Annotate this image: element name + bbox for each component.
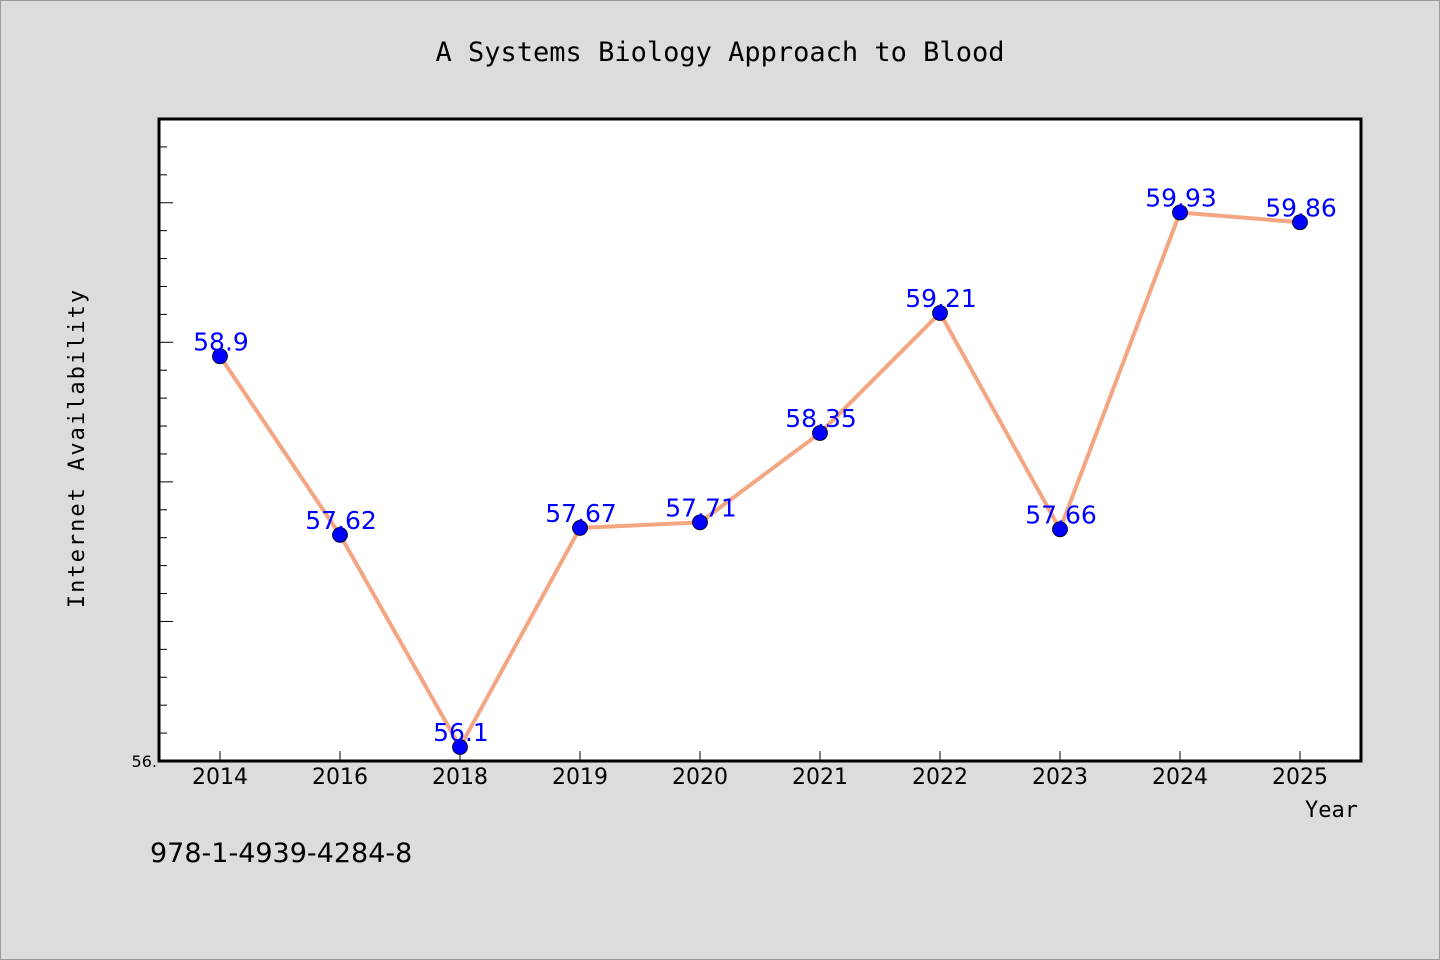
data-label: 58.35 <box>785 404 857 433</box>
data-label: 57.66 <box>1025 500 1097 529</box>
x-tick-label: 2019 <box>552 765 608 790</box>
x-axis-label: Year <box>1305 798 1358 823</box>
x-axis-ticks: 2014 2016 2018 2019 2020 2021 2022 2023 2024 2025 <box>192 751 1328 790</box>
y-tick-label: 56. <box>132 752 157 771</box>
x-tick-label: 2022 <box>912 765 968 790</box>
data-point <box>212 348 228 365</box>
y-axis-ticks: 56. <box>132 118 173 771</box>
data-point <box>332 527 348 543</box>
data-point <box>812 425 828 441</box>
x-tick-label: 2020 <box>672 765 728 790</box>
series-line-group <box>218 210 1301 750</box>
data-point <box>1292 214 1308 231</box>
data-point <box>1052 521 1068 538</box>
data-point <box>452 739 468 755</box>
series-line <box>218 210 1301 750</box>
x-tick-label: 2016 <box>312 765 368 790</box>
data-label: 59.86 <box>1265 193 1337 222</box>
x-tick-label: 2018 <box>432 765 488 790</box>
data-point <box>572 520 588 536</box>
data-point <box>1172 204 1188 221</box>
data-label: 57.67 <box>545 499 617 528</box>
series-points-group <box>212 204 1308 755</box>
data-label: 56.1 <box>433 718 489 747</box>
x-tick-label: 2021 <box>792 765 848 790</box>
x-tick-label: 2025 <box>1272 765 1328 790</box>
y-axis-label: Internet Availability <box>65 288 90 608</box>
data-label: 58.9 <box>193 327 249 356</box>
data-point <box>692 514 708 531</box>
x-tick-label: 2014 <box>192 765 248 790</box>
x-tick-label: 2024 <box>1152 765 1208 790</box>
data-label: 57.71 <box>665 493 737 522</box>
data-labels-group: 58.9 57.62 56.1 57.67 57.71 58.35 59.21 57.66 59… <box>193 184 1337 748</box>
chart-title: A Systems Biology Approach to Blood <box>436 37 1005 68</box>
plot-area <box>157 117 1363 763</box>
data-label: 57.62 <box>305 506 377 535</box>
data-label: 59.93 <box>1145 184 1217 213</box>
data-label: 59.21 <box>905 284 977 313</box>
x-tick-label: 2023 <box>1032 765 1088 790</box>
footnote-isbn: 978-1-4939-4284-8 <box>150 838 412 869</box>
data-point <box>932 305 948 321</box>
